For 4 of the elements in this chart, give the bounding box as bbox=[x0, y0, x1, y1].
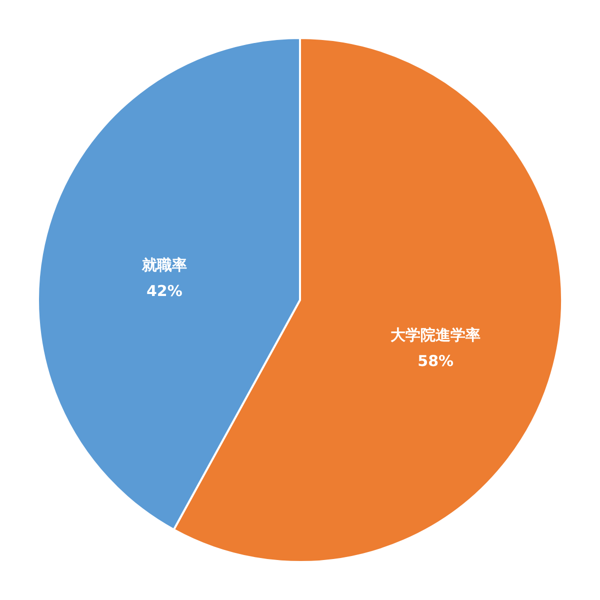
slice-label: 就職率 bbox=[140, 256, 187, 274]
slice-label: 大学院進学率 bbox=[390, 326, 481, 344]
data-label: 58% bbox=[418, 352, 454, 370]
data-label: 42% bbox=[146, 282, 182, 300]
